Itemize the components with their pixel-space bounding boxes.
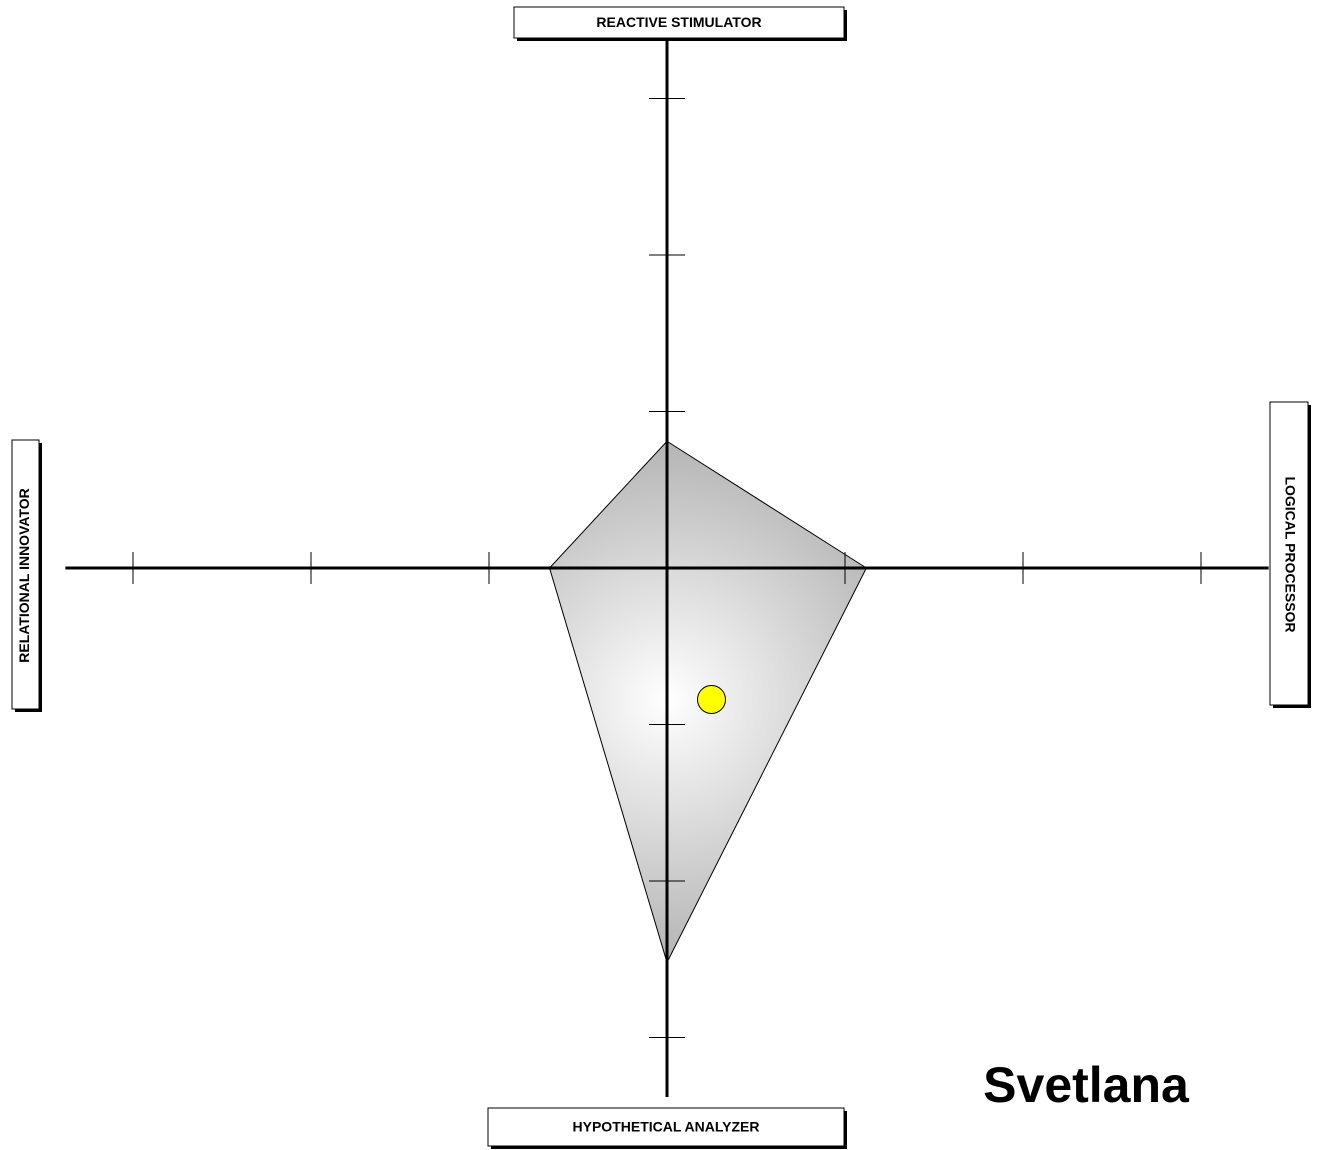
axis-label: LOGICAL PROCESSOR: [1282, 476, 1298, 632]
label-box: [487, 1107, 845, 1147]
axis-label: RELATIONAL INNOVATOR: [16, 488, 32, 662]
label-box: [1269, 401, 1309, 706]
label-box: [11, 439, 40, 710]
label-box: [513, 6, 845, 39]
axis-label: HYPOTHETICAL ANALYZER: [573, 1119, 760, 1135]
axis-label: REACTIVE STIMULATOR: [596, 14, 761, 30]
score-point: [697, 684, 726, 714]
subject-name: Svetlana: [983, 1057, 1190, 1113]
